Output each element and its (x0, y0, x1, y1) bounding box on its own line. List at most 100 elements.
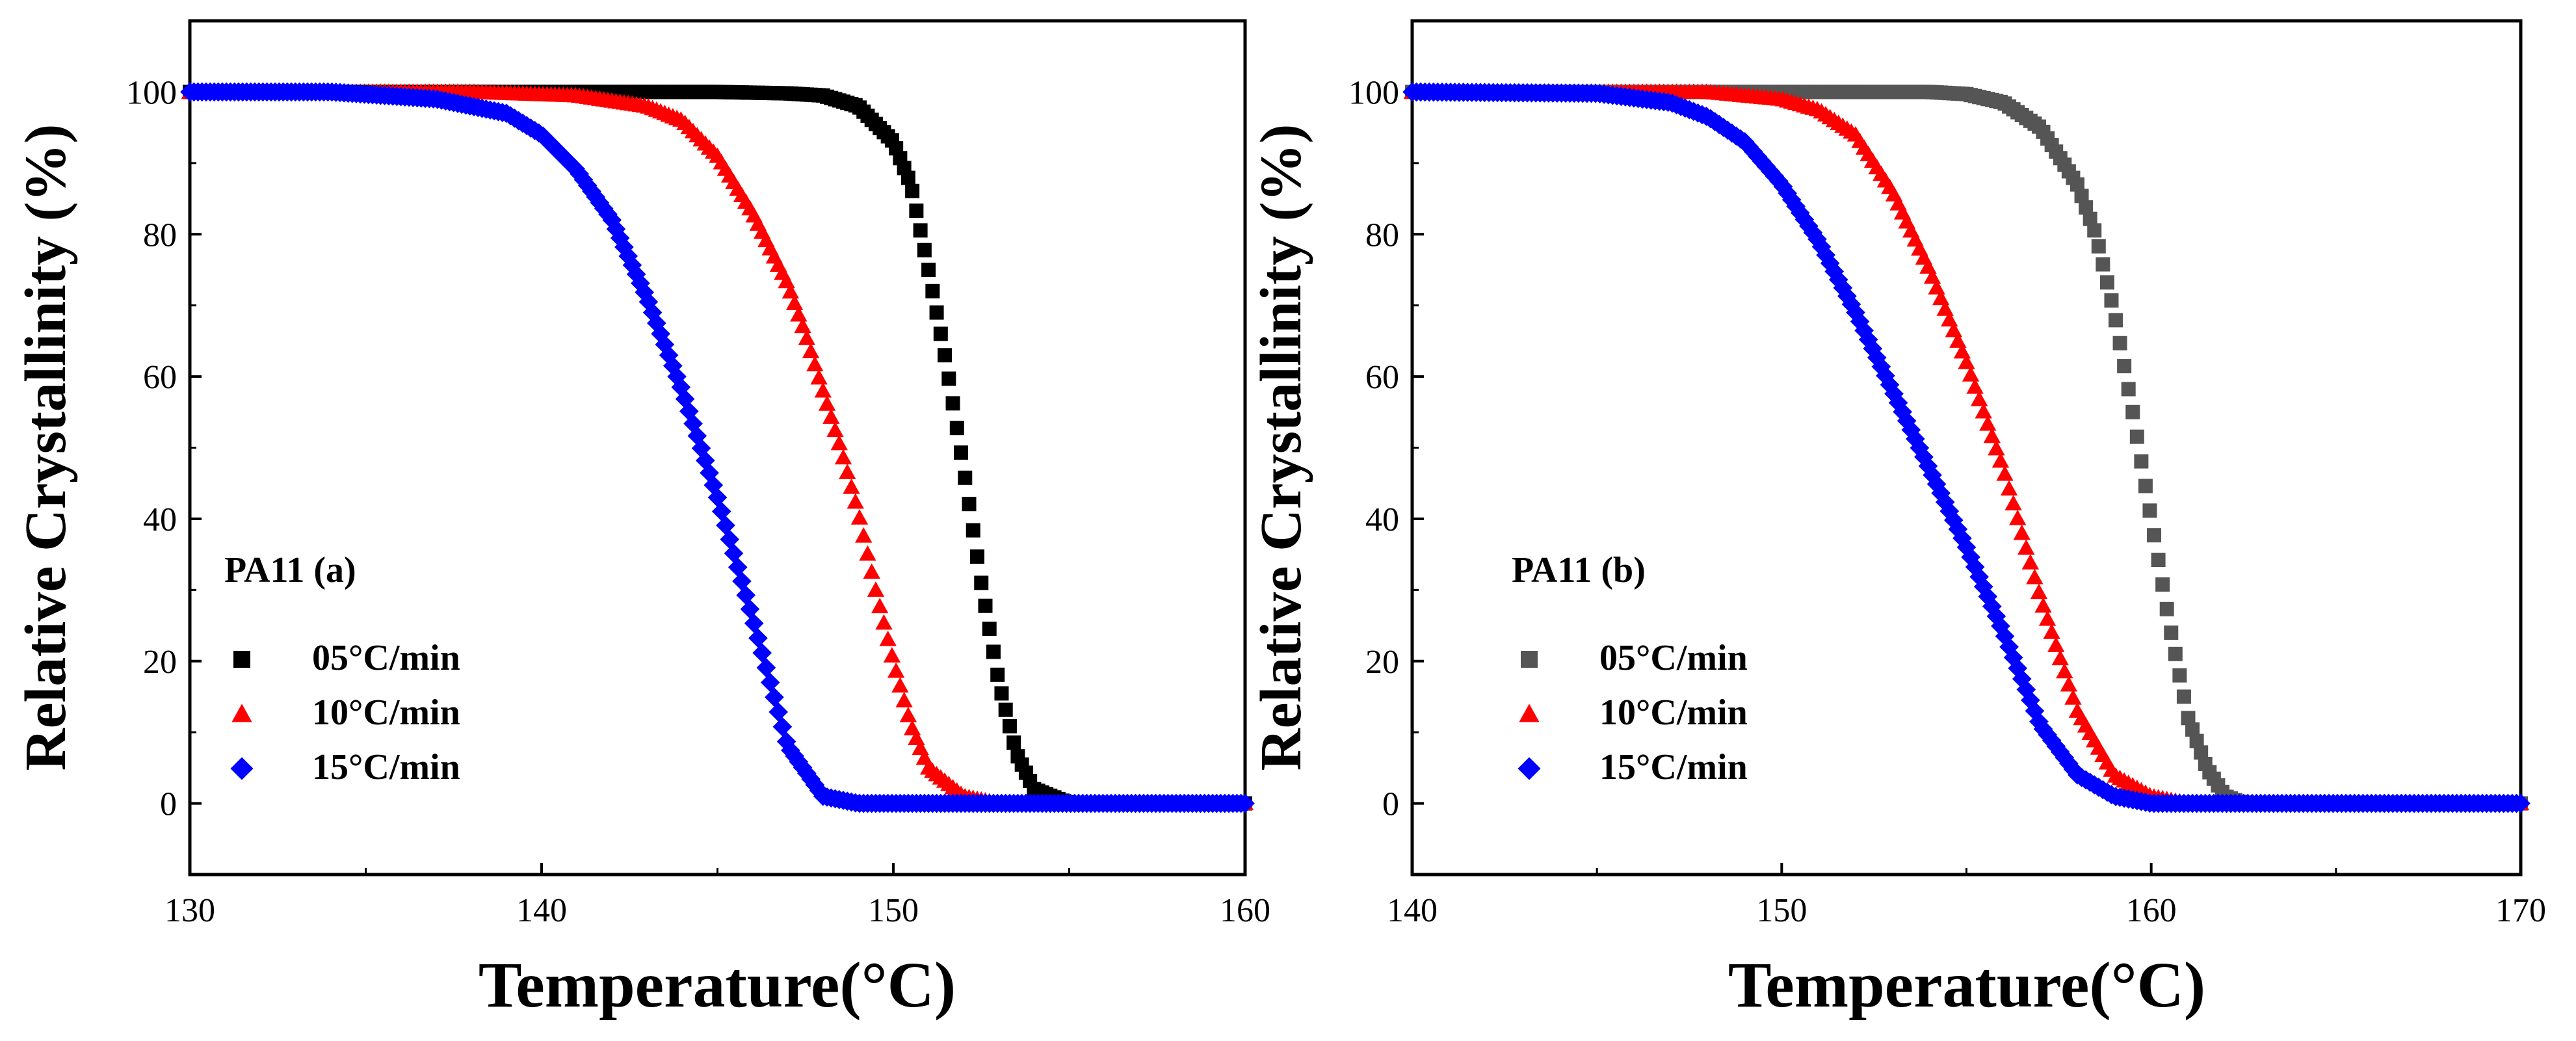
data-point (781, 741, 800, 760)
data-point (2087, 223, 2102, 238)
data-point (850, 509, 869, 525)
data-point (839, 464, 856, 479)
data-point (2034, 597, 2052, 613)
data-point (618, 246, 638, 266)
data-point (814, 382, 832, 398)
data-point (1961, 547, 1980, 567)
data-point (859, 545, 876, 561)
data-point (945, 396, 960, 411)
chart-panel-a: 130 140 150 160 0 20 40 60 80 100 PA11 (a) 05°C/… (14, 19, 1270, 1021)
data-point (2038, 610, 2057, 626)
data-point (994, 686, 1009, 701)
y-tick-label: 60 (1365, 359, 1399, 396)
data-point (855, 527, 873, 543)
data-point (2189, 733, 2204, 748)
data-point (1975, 402, 1992, 419)
data-point (765, 687, 784, 707)
y-ticks: 0 20 40 60 80 100 (1348, 20, 1424, 876)
y-tick-label: 80 (1365, 217, 1399, 254)
data-point (913, 223, 928, 238)
data-point (2112, 336, 2127, 350)
data-point (769, 702, 788, 722)
data-point (2168, 646, 2183, 661)
data-point (2142, 503, 2157, 518)
data-point (900, 170, 915, 185)
data-point (2008, 509, 2027, 525)
data-point (638, 292, 659, 312)
data-point (782, 283, 800, 299)
data-point (683, 414, 703, 434)
data-point (675, 389, 695, 409)
data-point (974, 575, 989, 590)
data-point (2104, 293, 2119, 308)
data-point (2164, 625, 2179, 640)
data-point (732, 572, 752, 591)
plot-frame (1410, 19, 2523, 876)
data-point (905, 183, 920, 198)
data-point (2079, 200, 2094, 215)
panel-label: PA11 (a) (224, 550, 356, 590)
data-point (790, 306, 808, 322)
data-point (863, 563, 880, 579)
data-point (2129, 429, 2144, 444)
legend-label: 15°C/min (312, 747, 460, 787)
data-point (909, 204, 924, 218)
data-point (891, 677, 909, 693)
y-axis-label: Relative Crystallinity (%) (1249, 124, 1313, 771)
data-point (2147, 528, 2162, 543)
data-point (867, 581, 885, 597)
y-tick-label: 100 (1348, 74, 1399, 111)
data-point (2176, 689, 2191, 704)
data-point (958, 470, 973, 485)
data-point (590, 193, 610, 213)
data-point (887, 662, 905, 678)
y-axis-label: Relative Crystallinity (%) (14, 124, 78, 771)
data-point (895, 692, 913, 707)
data-point (879, 630, 897, 646)
data-point (2026, 568, 2044, 585)
data-point (659, 345, 679, 365)
data-point (982, 622, 997, 637)
data-point (1794, 209, 1815, 230)
data-point (990, 667, 1005, 682)
y-tick-label: 100 (126, 74, 177, 111)
data-point (1943, 510, 1964, 530)
data-point (1803, 222, 1823, 243)
x-tick-label: 170 (2495, 892, 2546, 929)
data-point (2155, 577, 2170, 592)
data-point (2194, 745, 2209, 760)
data-points (1402, 82, 2530, 813)
data-point (978, 598, 993, 613)
x-tick-label: 140 (1387, 892, 1438, 929)
data-point (2181, 711, 2196, 726)
data-point (966, 523, 980, 538)
legend: 05°C/min 10°C/min 15°C/min (230, 638, 460, 787)
data-point (2055, 748, 2075, 768)
series-2 (1402, 82, 2530, 813)
data-point (711, 501, 731, 521)
data-point (883, 647, 901, 663)
y-tick-label: 20 (1365, 644, 1399, 681)
data-point (2064, 689, 2082, 705)
data-point (1996, 465, 2014, 481)
data-point (2099, 275, 2114, 290)
data-point (933, 326, 948, 341)
data-point (1948, 520, 1968, 539)
data-point (1790, 203, 1810, 223)
data-point (2051, 650, 2069, 666)
data-point (954, 445, 969, 460)
x-axis-label: Temperature(°C) (1728, 949, 2205, 1021)
data-point (2060, 676, 2078, 692)
data-point (2172, 668, 2187, 683)
data-point (1863, 339, 1883, 359)
x-tick-label: 150 (868, 892, 919, 929)
data-point (1970, 390, 1988, 406)
y-tick-label: 0 (160, 786, 177, 823)
data-point (826, 421, 844, 438)
legend-label: 10°C/min (312, 692, 460, 733)
data-point (700, 463, 719, 483)
series-2 (180, 82, 1255, 813)
chart-panel-b: 140 150 160 170 0 20 40 60 80 100 PA11 (b) 05°C/… (1249, 19, 2546, 1021)
data-point (834, 449, 852, 465)
data-point (1991, 452, 2010, 468)
